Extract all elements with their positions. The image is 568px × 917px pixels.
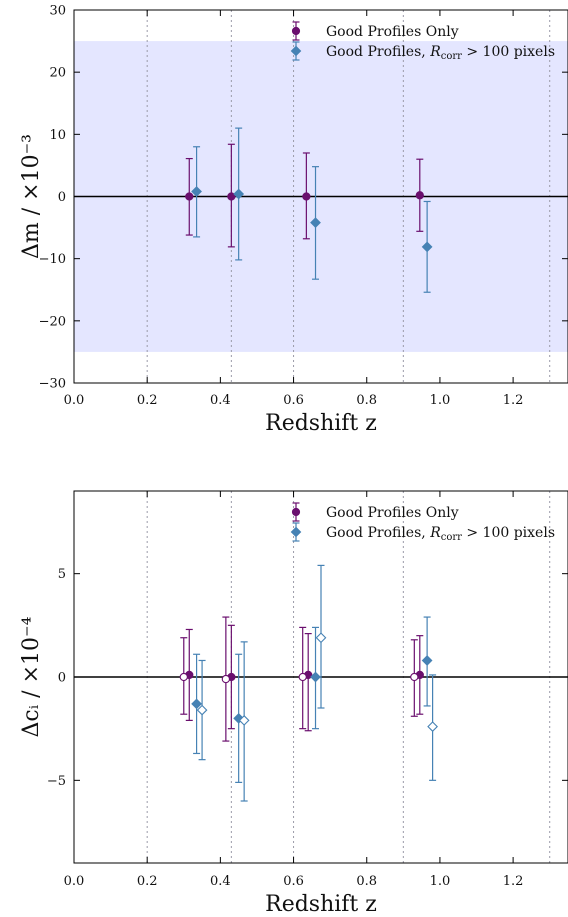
y-tick-label: −20 (39, 314, 66, 329)
x-tick-label: 0.0 (64, 393, 85, 408)
x-tick-label: 0.4 (210, 874, 231, 889)
x-tick-label: 1.2 (503, 393, 524, 408)
x-tick-label: 0.6 (283, 393, 304, 408)
x-axis-title: Redshift z (265, 411, 377, 436)
legend-marker (291, 507, 301, 517)
series-2 (179, 616, 419, 742)
y-tick-label: 20 (49, 66, 66, 81)
legend-label: Good Profiles, Rcorr > 100 pixels (326, 525, 555, 543)
data-point (310, 217, 321, 228)
legend: Good Profiles Only Good Profiles, Rcorr >… (290, 502, 555, 543)
y-tick-label: 0 (58, 190, 66, 205)
data-point (179, 672, 188, 682)
x-tick-label: 0.8 (356, 393, 377, 408)
series-2 (191, 127, 433, 293)
data-point (233, 188, 245, 200)
data-point (421, 655, 433, 666)
data-point (191, 186, 202, 197)
legend: Good Profiles Only Good Profiles, Rcorr >… (290, 21, 555, 62)
legend-label: Good Profiles Only (326, 24, 459, 40)
chart-panel-2: 0.0 0.2 0.4 0.6 0.8 1.0 1.2 5 0 −5 Redshift z Δcᵢ /… (19, 490, 568, 917)
legend-label: Good Profiles Only (326, 505, 459, 521)
x-tick-label: 0.8 (356, 874, 377, 889)
data-point (196, 704, 208, 716)
data-point (410, 672, 419, 682)
y-tick-label: 0 (58, 671, 66, 686)
x-tick-label: 0.4 (210, 393, 231, 408)
data-point (421, 241, 433, 253)
data-point (310, 671, 321, 683)
y-axis-title: Δcᵢ / ×10⁻⁴ (19, 616, 44, 737)
data-point (233, 712, 245, 724)
legend-marker (290, 526, 302, 538)
data-point (185, 192, 194, 201)
x-tick-label: 1.0 (430, 393, 451, 408)
x-tick-label: 0.2 (137, 874, 158, 889)
y-tick-label: −30 (39, 377, 66, 392)
y-tick-label: −5 (47, 774, 66, 789)
legend-marker (291, 26, 301, 36)
data-point (238, 715, 250, 726)
series-4 (196, 564, 438, 802)
data-point (221, 674, 231, 684)
x-axis-title: Redshift z (265, 892, 377, 917)
x-tick-label: 0.6 (283, 874, 304, 889)
series-3 (191, 616, 433, 784)
legend-label: Good Profiles, Rcorr > 100 pixels (326, 44, 555, 62)
y-axis-title: Δm / ×10⁻³ (19, 134, 44, 259)
legend-marker (290, 45, 302, 57)
data-point (427, 721, 438, 732)
data-point (302, 192, 311, 201)
data-point (415, 191, 424, 200)
data-point (227, 192, 236, 201)
y-tick-label: 10 (49, 128, 66, 143)
x-tick-label: 0.0 (64, 874, 85, 889)
y-tick-label: −10 (39, 252, 66, 267)
x-tick-label: 1.2 (503, 874, 524, 889)
x-tick-label: 0.2 (137, 393, 158, 408)
data-point (298, 672, 307, 682)
y-tick-label: 30 (49, 4, 66, 19)
chart-panel-1: 0.0 0.2 0.4 0.6 0.8 1.0 1.2 30 20 10 0 −10 −20 −30 Red… (19, 4, 568, 436)
series-1 (185, 143, 424, 248)
x-tick-label: 1.0 (430, 874, 451, 889)
data-point (315, 632, 327, 644)
y-tick-label: 5 (58, 567, 66, 582)
data-point (191, 698, 202, 710)
